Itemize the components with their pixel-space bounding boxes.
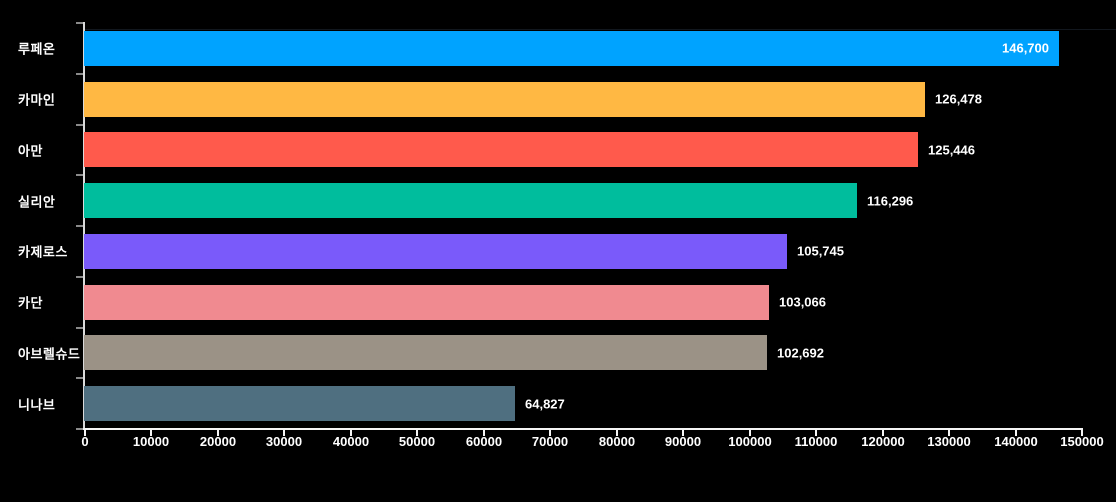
x-axis-tick-label: 20000 <box>199 434 237 449</box>
bar <box>84 132 918 167</box>
x-axis-tick <box>84 430 86 436</box>
y-axis-tick <box>76 276 83 278</box>
category-label: 아브렐슈드 <box>18 346 81 362</box>
x-axis-tick-label: 0 <box>81 434 89 449</box>
x-axis-tick-label: 90000 <box>664 434 702 449</box>
value-label: 116,296 <box>867 193 914 209</box>
x-axis-tick-label: 130000 <box>927 434 971 449</box>
x-axis-tick <box>283 430 285 436</box>
x-axis-tick-label: 40000 <box>332 434 370 449</box>
y-axis-tick <box>76 327 83 329</box>
x-axis-tick-label: 100000 <box>728 434 772 449</box>
bar <box>84 183 857 218</box>
x-axis-tick <box>217 430 219 436</box>
x-axis-tick <box>882 430 884 436</box>
y-axis-tick <box>76 73 83 75</box>
x-axis-tick-label: 70000 <box>531 434 569 449</box>
x-axis-tick <box>616 430 618 436</box>
x-axis-tick-label: 120000 <box>861 434 905 449</box>
bar <box>84 386 515 421</box>
x-axis-tick-label: 110000 <box>794 434 838 449</box>
plot-top-border <box>84 29 1116 30</box>
bar <box>84 82 925 117</box>
value-label: 102,692 <box>777 345 824 361</box>
y-axis-tick <box>76 124 83 126</box>
x-axis-tick <box>815 430 817 436</box>
category-label: 루페온 <box>18 41 56 57</box>
category-label: 카마인 <box>18 92 56 108</box>
y-axis-tick <box>76 225 83 227</box>
x-axis-tick <box>1081 430 1083 436</box>
bar <box>84 234 787 269</box>
x-axis-tick-label: 50000 <box>398 434 436 449</box>
x-axis-tick-label: 150000 <box>1060 434 1104 449</box>
x-axis-tick <box>150 430 152 436</box>
value-label: 64,827 <box>525 396 565 412</box>
x-axis-tick <box>1015 430 1017 436</box>
x-axis-tick-label: 60000 <box>465 434 503 449</box>
y-axis-tick <box>76 22 83 24</box>
y-axis-line <box>83 22 85 430</box>
y-axis-tick <box>76 377 83 379</box>
category-label: 니나브 <box>18 397 56 413</box>
x-axis-tick-label: 140000 <box>994 434 1038 449</box>
x-axis-tick <box>549 430 551 436</box>
x-axis-tick-label: 80000 <box>598 434 636 449</box>
value-label: 105,745 <box>797 243 844 259</box>
x-axis-tick <box>350 430 352 436</box>
category-label: 아만 <box>18 143 43 159</box>
bar <box>84 285 769 320</box>
x-axis-tick <box>948 430 950 436</box>
value-label: 103,066 <box>779 294 826 310</box>
bar <box>84 335 767 370</box>
x-axis-tick-label: 10000 <box>132 434 170 449</box>
category-label: 카제로스 <box>18 244 68 260</box>
value-label: 126,478 <box>935 91 982 107</box>
category-label: 카단 <box>18 295 43 311</box>
x-axis-tick <box>483 430 485 436</box>
x-axis-tick <box>749 430 751 436</box>
x-axis-tick-label: 30000 <box>265 434 303 449</box>
y-axis-tick <box>76 428 83 430</box>
y-axis-tick <box>76 174 83 176</box>
x-axis-tick <box>682 430 684 436</box>
value-label: 125,446 <box>928 142 975 158</box>
bar <box>84 31 1059 66</box>
x-axis-line <box>83 428 1083 430</box>
x-axis-tick <box>416 430 418 436</box>
category-label: 실리안 <box>18 194 56 210</box>
value-label: 146,700 <box>1002 40 1049 56</box>
